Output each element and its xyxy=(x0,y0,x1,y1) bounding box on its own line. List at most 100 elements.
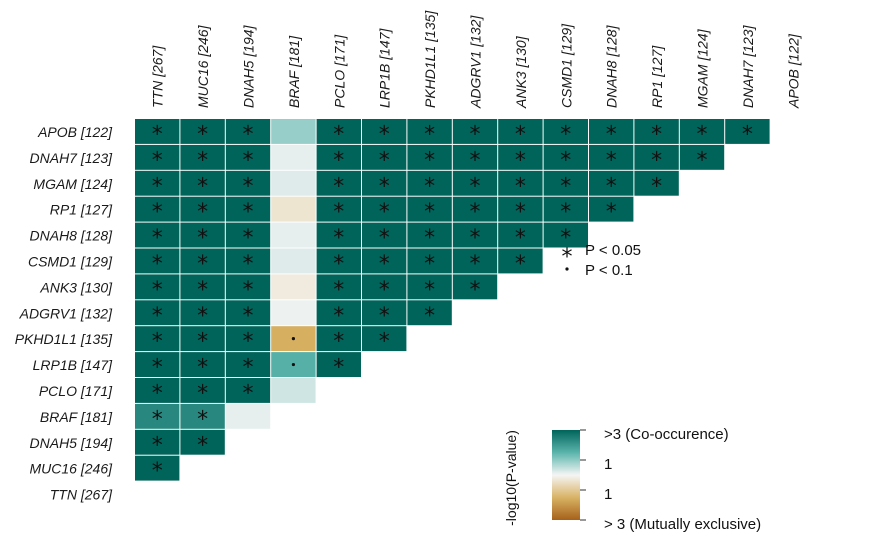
colorbar-label-1-lower: 1 xyxy=(604,486,612,503)
sig-star-apob-pclo: * xyxy=(333,122,344,147)
sig-star-apob-ttn: * xyxy=(152,122,163,147)
colorbar-title: -log10(P-value) xyxy=(503,430,519,526)
cell-csmd1-ttn xyxy=(135,248,180,274)
cell-rp1-ttn xyxy=(135,196,180,222)
cell-dnah8-ttn xyxy=(135,222,180,248)
cell-mgam-ttn xyxy=(135,170,180,196)
cell-apob-mgam xyxy=(679,119,725,144)
sig-star-ank3-dnah5: * xyxy=(243,278,254,303)
cell-ank3-braf xyxy=(271,274,316,300)
row-label-pkhd1l1: PKHD1L1 [135] xyxy=(15,331,113,347)
sig-star-apob-dnah8: * xyxy=(606,122,617,147)
sig-dot-lrp1b-braf xyxy=(291,362,295,367)
cell-mgam-braf xyxy=(271,170,316,196)
sig-star-csmd1-muc16: * xyxy=(197,252,208,277)
row-label-muc16: MUC16 [246] xyxy=(30,461,114,477)
cell-dnah7-pkhd1l1 xyxy=(407,144,452,170)
cell-rp1-pkhd1l1 xyxy=(407,196,452,222)
sig-star-dnah8-ank3: * xyxy=(515,226,526,251)
sig-star-ank3-muc16: * xyxy=(197,278,208,303)
cell-mgam-dnah5 xyxy=(225,170,271,196)
sig-star-ank3-adgrv1: * xyxy=(470,278,481,303)
cell-lrp1b-pclo xyxy=(316,352,361,377)
cell-rp1-braf xyxy=(271,196,316,222)
cell-dnah5-muc16 xyxy=(180,429,225,455)
sig-star-dnah5-muc16: * xyxy=(197,433,208,458)
heatmap-cells xyxy=(135,119,770,481)
colorbar-label-mutually-exclusive: > 3 (Mutually exclusive) xyxy=(604,516,761,533)
cell-apob-csmd1 xyxy=(543,119,588,144)
cell-dnah7-ttn xyxy=(135,144,180,170)
colorbar-label-1-upper: 1 xyxy=(604,456,612,473)
sig-star-adgrv1-muc16: * xyxy=(197,304,208,329)
cell-pkhd1l1-ttn xyxy=(135,326,180,352)
cell-rp1-muc16 xyxy=(180,196,225,222)
sig-star-rp1-csmd1: * xyxy=(560,200,571,225)
sig-star-muc16-ttn: * xyxy=(152,459,163,484)
sig-star-mgam-adgrv1: * xyxy=(470,174,481,199)
sig-star-rp1-lrp1b: * xyxy=(379,200,390,225)
cell-dnah7-ank3 xyxy=(498,144,543,170)
sig-star-csmd1-pclo: * xyxy=(333,252,344,277)
cell-rp1-ank3 xyxy=(498,196,543,222)
colorbar-gradient xyxy=(552,430,580,520)
cell-apob-adgrv1 xyxy=(452,119,498,144)
sig-star-pkhd1l1-ttn: * xyxy=(152,330,163,355)
cell-rp1-lrp1b xyxy=(362,196,407,222)
sig-star-pkhd1l1-dnah5: * xyxy=(243,330,254,355)
sig-star-rp1-muc16: * xyxy=(197,200,208,225)
cell-pkhd1l1-dnah5 xyxy=(225,326,271,352)
cell-csmd1-dnah5 xyxy=(225,248,271,274)
column-label-dnah7: DNAH7 [123] xyxy=(740,24,756,108)
sig-star-rp1-pkhd1l1: * xyxy=(424,200,435,225)
column-label-muc16: MUC16 [246] xyxy=(195,24,211,108)
column-label-dnah8: DNAH8 [128] xyxy=(604,24,620,108)
colorbar-ticks xyxy=(580,429,586,521)
significance-marks: * * * * * * * * * * * * ** * * * * * * * * * * ** * * * * * * * * * ** * * *… xyxy=(152,122,753,484)
cell-apob-dnah7 xyxy=(725,119,770,144)
row-label-apob: APOB [122] xyxy=(37,124,113,140)
sig-star-mgam-ttn: * xyxy=(152,174,163,199)
sig-star-dnah8-adgrv1: * xyxy=(470,226,481,251)
cell-dnah7-csmd1 xyxy=(543,144,588,170)
sig-dot-pkhd1l1-braf xyxy=(291,337,295,341)
sig-star-adgrv1-ttn: * xyxy=(152,304,163,329)
cell-mgam-ank3 xyxy=(498,170,543,196)
colorbar-legend: -log10(P-value) >3 (Co-occurence) 1 1 > … xyxy=(503,426,761,533)
sig-star-mgam-dnah5: * xyxy=(243,174,254,199)
cell-mgam-csmd1 xyxy=(543,170,588,196)
cell-csmd1-adgrv1 xyxy=(452,248,498,274)
cell-mgam-muc16 xyxy=(180,170,225,196)
sig-star-mgam-lrp1b: * xyxy=(379,174,390,199)
sig-star-apob-ank3: * xyxy=(515,122,526,147)
cell-dnah7-mgam xyxy=(679,144,725,170)
sig-star-apob-dnah5: * xyxy=(243,122,254,147)
sig-star-pclo-muc16: * xyxy=(197,381,208,406)
sig-star-adgrv1-pkhd1l1: * xyxy=(424,304,435,329)
cell-mgam-dnah8 xyxy=(589,170,634,196)
sig-star-braf-muc16: * xyxy=(197,407,208,432)
sig-star-lrp1b-pclo: * xyxy=(333,356,344,381)
sig-star-dnah7-csmd1: * xyxy=(560,148,571,173)
sig-star-csmd1-dnah5: * xyxy=(243,252,254,277)
cell-braf-dnah5 xyxy=(225,403,271,429)
column-label-dnah5: DNAH5 [194] xyxy=(241,24,257,108)
sig-star-apob-pkhd1l1: * xyxy=(424,122,435,147)
sig-star-csmd1-pkhd1l1: * xyxy=(424,252,435,277)
sig-star-pclo-dnah5: * xyxy=(243,381,254,406)
sig-star-apob-lrp1b: * xyxy=(379,122,390,147)
cell-csmd1-muc16 xyxy=(180,248,225,274)
sig-star-csmd1-lrp1b: * xyxy=(379,252,390,277)
column-label-adgrv1: ADGRV1 [132] xyxy=(468,15,484,109)
sig-star-pkhd1l1-muc16: * xyxy=(197,330,208,355)
colorbar-label-co-occurrence: >3 (Co-occurence) xyxy=(604,426,729,443)
cell-apob-muc16 xyxy=(180,119,225,144)
row-label-csmd1: CSMD1 [129] xyxy=(28,253,113,269)
sig-star-dnah7-dnah5: * xyxy=(243,148,254,173)
sig-star-dnah7-dnah8: * xyxy=(606,148,617,173)
sig-star-apob-adgrv1: * xyxy=(470,122,481,147)
cell-adgrv1-pkhd1l1 xyxy=(407,300,452,326)
sig-star-dnah8-dnah5: * xyxy=(243,226,254,251)
cell-dnah7-rp1 xyxy=(634,144,679,170)
